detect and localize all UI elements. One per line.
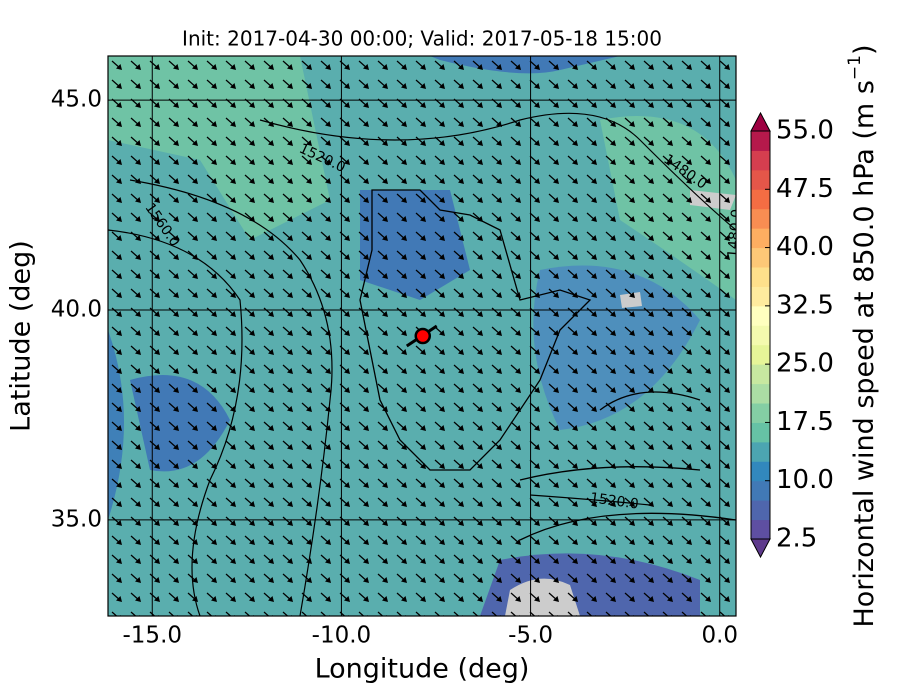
colorbar-over [750,111,771,132]
colorbar-tick-label: 25.0 [776,349,834,379]
graticule [108,56,736,616]
colorbar-bin [751,461,770,482]
colorbar-bin [751,189,770,210]
x-tick-label: -5.0 [508,623,553,649]
colorbar-bin [751,344,770,365]
colorbar-label: Horizontal wind speed at 850.0 hPa (m s−… [845,44,880,627]
y-axis-label: Latitude (deg) [6,240,37,432]
site-marker [405,324,438,348]
colorbar-tick-label: 17.5 [776,407,834,437]
colorbar-bin [751,383,770,404]
chart-title: Init: 2017-04-30 00:00; Valid: 2017-05-1… [182,27,662,51]
colorbar-bin [751,247,770,268]
colorbar-bin [751,441,770,462]
x-tick-label: 0.0 [701,623,738,649]
colorbar-tick-label: 47.5 [776,174,834,204]
colorbar-frame [750,130,771,540]
colorbar-bin [751,150,770,171]
x-tick-label: -10.0 [312,623,372,649]
marker [414,327,432,345]
colorbar-tick-label: 55.0 [776,116,834,146]
colorbar-bin [751,228,770,249]
colorbar-label-close: ) [849,44,880,55]
y-tick-label: 40.0 [51,296,102,322]
colorbar: 2.5 10.0 17.5 25.0 32.5 40.0 47.5 55.0 [750,111,834,559]
contour-label: 1520.0 [589,490,640,513]
plot-frame [107,55,737,617]
colorbar-tick-label: 32.5 [776,290,834,320]
colorbar-bin [751,364,770,385]
y-tick-label: 45.0 [51,87,102,113]
colorbar-bin [751,131,770,151]
colorbar-label-exponent: −1 [845,55,865,80]
y-tick-label: 35.0 [51,506,102,532]
colorbar-bin [751,500,770,521]
colorbar-bin [751,519,770,540]
colorbar-bin [751,403,770,423]
colorbar-label-text: Horizontal wind speed at 850.0 hPa (m s [849,80,880,627]
map-field: 1520.0 1560.0 1480.0 1480.0 1520.0 [108,56,745,616]
colorbar-bin [751,325,770,346]
colorbar-bin [751,286,770,307]
colorbar-bin [751,169,770,190]
colorbar-bin [751,480,770,501]
colorbar-bin [751,422,770,443]
contour-label: 1480.0 [725,208,745,258]
colorbar-tick-label: 2.5 [776,524,817,554]
colorbar-bin [751,305,770,326]
colorbar-tick-label: 10.0 [776,465,834,495]
colorbar-tick-label: 40.0 [776,232,834,262]
colorbar-under [750,538,771,559]
x-tick-label: -15.0 [123,623,183,649]
colorbar-bin [751,208,770,229]
x-axis-label: Longitude (deg) [315,654,530,685]
colorbar-bin [751,267,770,287]
